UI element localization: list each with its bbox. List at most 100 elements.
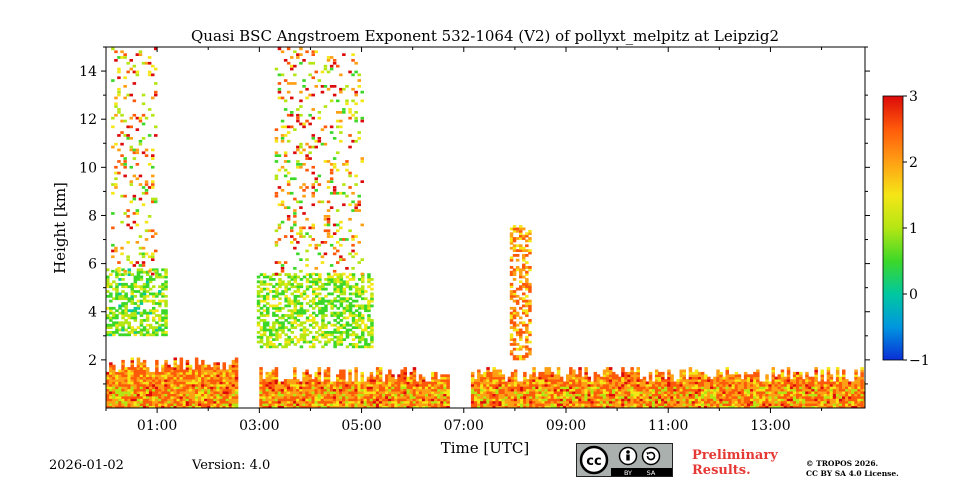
heatmap-cell	[863, 386, 865, 390]
heatmap-cell	[370, 323, 374, 327]
heatmap-cell	[658, 383, 662, 387]
heatmap-cell	[691, 398, 696, 402]
heatmap-cell	[370, 340, 374, 344]
heatmap-cell	[532, 383, 536, 387]
heatmap-cell	[274, 241, 279, 244]
heatmap-cell	[139, 314, 144, 317]
heatmap-cell	[339, 273, 344, 276]
heatmap-cell	[538, 400, 542, 404]
heatmap-cell	[118, 321, 122, 325]
heatmap-cell	[142, 371, 147, 375]
heatmap-cell	[667, 381, 671, 385]
heatmap-cell	[275, 335, 279, 339]
heatmap-cell	[287, 302, 291, 305]
heatmap-cell	[332, 393, 337, 397]
heatmap-cell	[811, 405, 815, 408]
heatmap-cell	[618, 388, 622, 392]
heatmap-cell	[768, 381, 772, 385]
heatmap-cell	[136, 273, 141, 276]
heatmap-cell	[127, 285, 131, 289]
heatmap-cell	[382, 403, 386, 406]
heatmap-cell	[768, 400, 772, 404]
heatmap-cell	[142, 359, 147, 363]
heatmap-cell	[124, 306, 128, 310]
heatmap-cell	[115, 396, 119, 399]
heatmap-cell	[777, 403, 782, 406]
heatmap-cell	[274, 139, 279, 143]
heatmap-cell	[596, 393, 601, 397]
heatmap-cell	[509, 232, 514, 236]
heatmap-cell	[115, 405, 119, 408]
heatmap-cell	[290, 241, 294, 244]
heatmap-cell	[489, 371, 493, 375]
heatmap-cell	[731, 388, 736, 392]
heatmap-cell	[139, 364, 144, 368]
heatmap-cell	[117, 171, 121, 175]
heatmap-cell	[654, 369, 659, 373]
heatmap-cell	[378, 383, 383, 387]
heatmap-cell	[802, 398, 806, 402]
heatmap-cell	[602, 386, 607, 390]
heatmap-cell	[789, 381, 794, 385]
heatmap-cell	[219, 396, 223, 399]
heatmap-cell	[185, 391, 190, 394]
heatmap-cell	[274, 388, 279, 392]
heatmap-cell	[734, 374, 739, 378]
heatmap-cell	[123, 96, 127, 100]
heatmap-cell	[403, 376, 407, 380]
heatmap-cell	[216, 362, 220, 366]
heatmap-cell	[510, 391, 515, 394]
heatmap-cell	[188, 400, 193, 404]
heatmap-cell	[835, 398, 840, 402]
heatmap-cell	[424, 391, 429, 394]
heatmap-cell	[361, 328, 365, 332]
heatmap-cell	[274, 177, 279, 181]
heatmap-cell	[164, 400, 168, 404]
heatmap-cell	[124, 285, 128, 289]
heatmap-cell	[832, 391, 837, 394]
heatmap-cell	[207, 396, 211, 399]
heatmap-cell	[385, 391, 389, 394]
heatmap-cell	[378, 391, 383, 394]
heatmap-cell	[139, 299, 144, 303]
heatmap-cell	[716, 398, 720, 402]
heatmap-cell	[176, 400, 180, 404]
heatmap-cell	[673, 388, 677, 392]
heatmap-cell	[305, 285, 310, 289]
heatmap-cell	[525, 331, 529, 334]
heatmap-cell	[817, 400, 821, 404]
heatmap-cell	[148, 309, 153, 313]
heatmap-cell	[106, 290, 110, 293]
heatmap-cell	[658, 391, 662, 394]
heatmap-cell	[277, 381, 282, 385]
heatmap-cell	[544, 379, 548, 382]
heatmap-cell	[308, 381, 312, 385]
heatmap-cell	[130, 393, 134, 397]
heatmap-cell	[783, 379, 788, 382]
heatmap-cell	[213, 371, 217, 375]
heatmap-cell	[345, 396, 349, 399]
heatmap-cell	[124, 282, 128, 286]
heatmap-cell	[771, 371, 775, 375]
heatmap-cell	[808, 383, 812, 387]
heatmap-cell	[311, 396, 315, 399]
heatmap-cell	[651, 403, 656, 406]
heatmap-cell	[271, 388, 276, 392]
heatmap-cell	[118, 278, 122, 281]
heatmap-cell	[339, 388, 343, 392]
heatmap-cell	[722, 379, 726, 382]
heatmap-cell	[281, 292, 285, 296]
heatmap-cell	[280, 405, 285, 408]
heatmap-cell	[838, 379, 843, 382]
heatmap-cell	[627, 400, 631, 404]
heatmap-cell	[299, 388, 303, 392]
heatmap-cell	[130, 292, 134, 296]
heatmap-cell	[556, 371, 561, 375]
heatmap-cell	[339, 275, 344, 279]
heatmap-cell	[133, 376, 138, 380]
heatmap-cell	[283, 99, 288, 103]
heatmap-cell	[345, 328, 350, 332]
heatmap-cell	[842, 396, 846, 399]
heatmap-cell	[820, 379, 824, 382]
heatmap-cell	[857, 383, 861, 387]
